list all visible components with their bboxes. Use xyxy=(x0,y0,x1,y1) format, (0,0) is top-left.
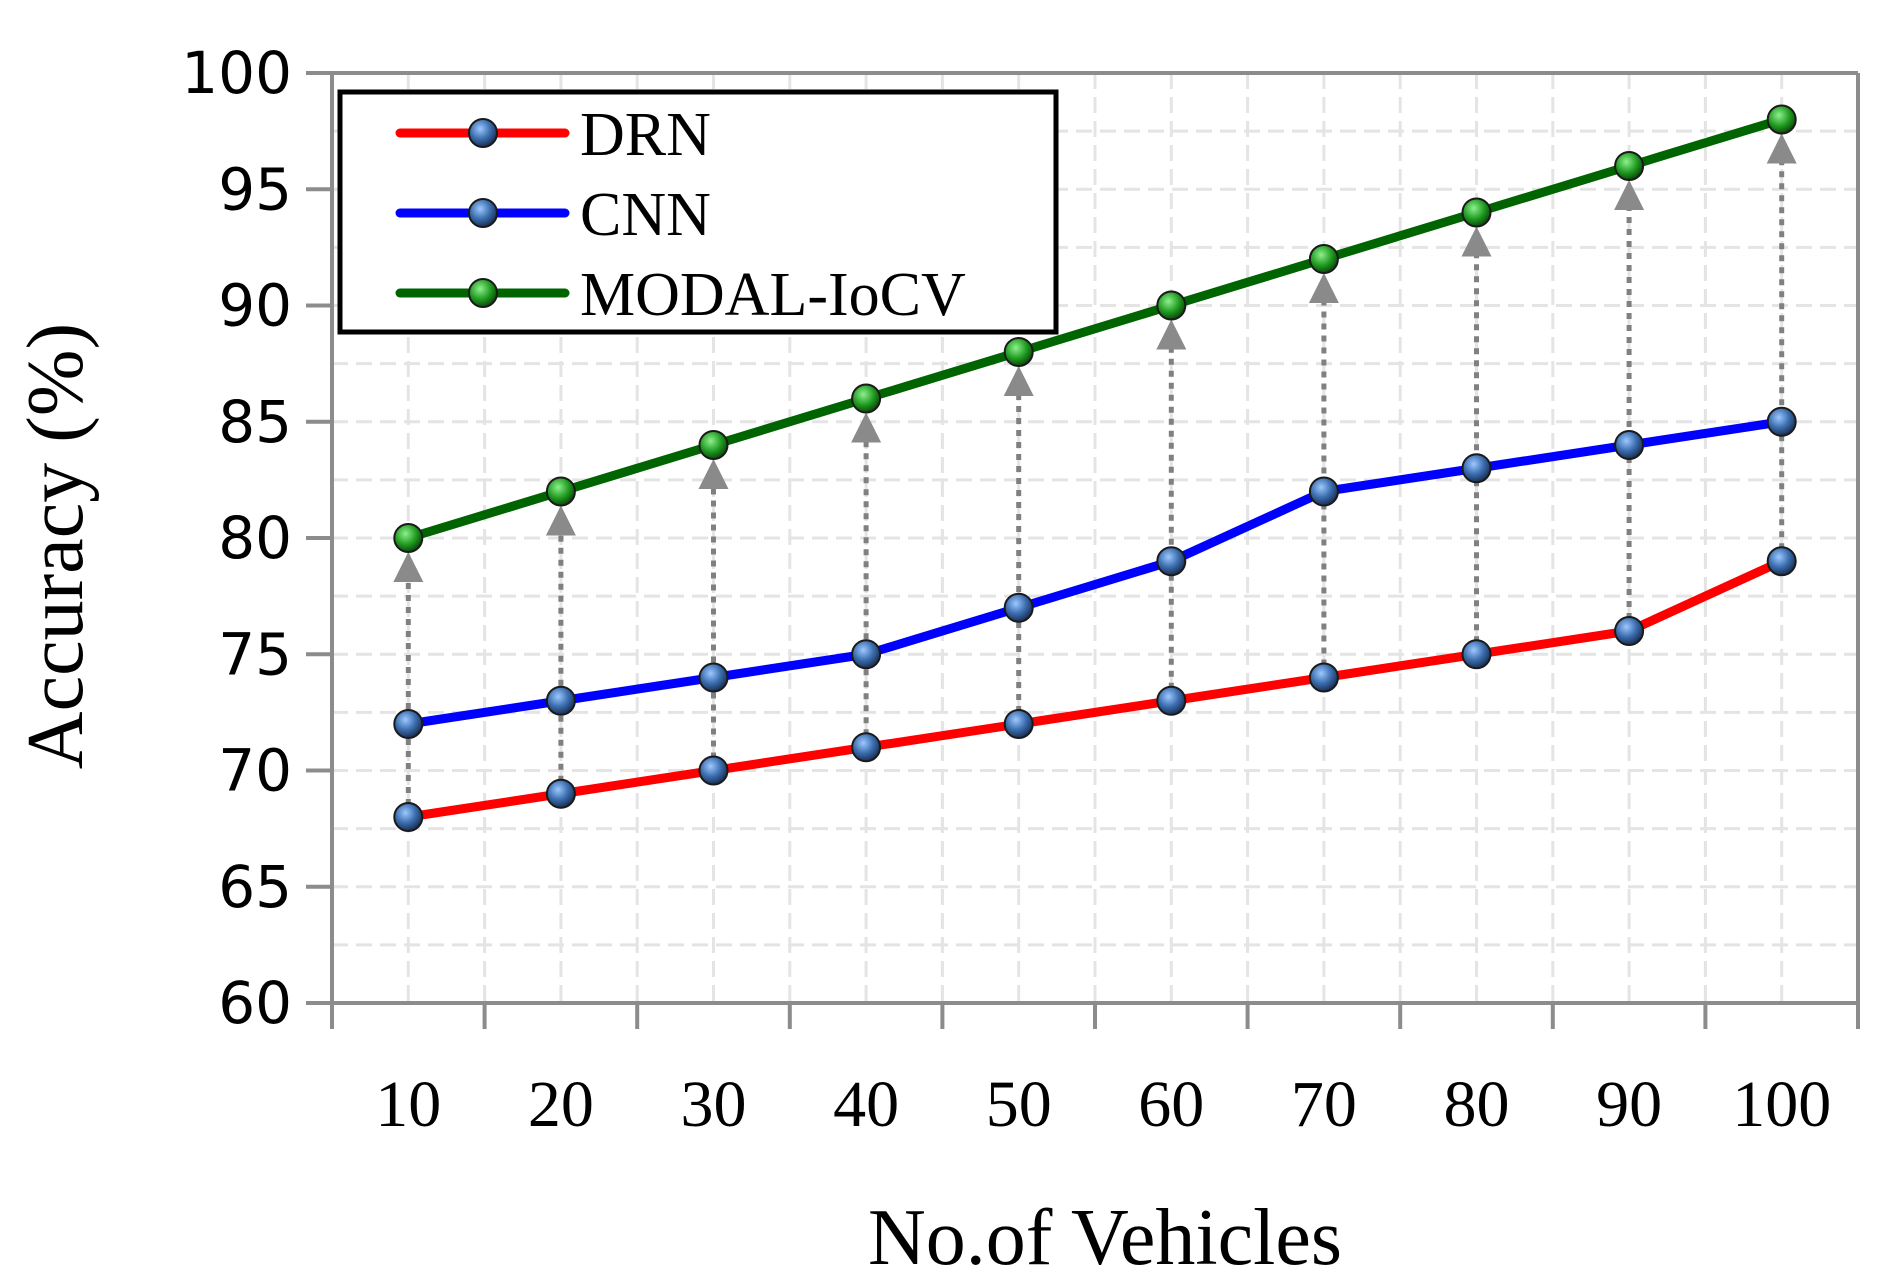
data-point-modal-iocv xyxy=(1156,290,1187,321)
x-tick-label: 20 xyxy=(528,1068,594,1141)
y-tick-label: 90 xyxy=(218,272,292,340)
data-point-cnn xyxy=(1614,430,1645,460)
legend: DRN CNN MODAL-IoCV xyxy=(337,89,1059,335)
comparison-arrow-head xyxy=(1614,180,1645,210)
data-point-drn xyxy=(545,778,576,809)
y-tick-label: 65 xyxy=(218,853,292,921)
data-point-modal-iocv xyxy=(1308,244,1339,274)
data-point-cnn xyxy=(698,662,729,693)
y-tick-label: 80 xyxy=(218,504,292,572)
x-tick-label: 10 xyxy=(375,1068,441,1141)
comparison-arrow-head xyxy=(1766,133,1797,164)
series-line-modal-iocv xyxy=(403,115,1787,543)
data-point-modal-iocv xyxy=(1003,337,1034,367)
series-line-cnn xyxy=(403,417,1787,729)
data-point-cnn xyxy=(1156,546,1187,577)
comparison-arrow-head xyxy=(698,459,729,489)
y-tick-label: 75 xyxy=(218,620,292,688)
series-markers xyxy=(393,104,1797,832)
legend-label: MODAL-IoCV xyxy=(580,261,966,329)
data-point-drn xyxy=(1614,616,1645,646)
comparison-arrow-head xyxy=(851,412,882,443)
x-tick-label: 30 xyxy=(681,1068,747,1141)
x-tick-label: 60 xyxy=(1138,1068,1204,1141)
legend-label: DRN xyxy=(580,101,711,169)
y-tick-label: 100 xyxy=(181,39,292,107)
data-point-modal-iocv xyxy=(545,476,576,507)
data-point-modal-iocv xyxy=(1461,197,1492,228)
legend-label: CNN xyxy=(580,181,711,249)
legend-swatch-marker xyxy=(468,198,498,228)
x-tick-label: 40 xyxy=(833,1068,899,1141)
x-tick-label: 90 xyxy=(1596,1068,1662,1141)
comparison-arrow-head xyxy=(393,552,424,582)
data-point-modal-iocv xyxy=(393,523,424,553)
data-point-cnn xyxy=(851,639,882,670)
comparison-arrow-head xyxy=(1003,366,1034,396)
axes xyxy=(306,71,1860,1029)
data-point-drn xyxy=(1766,546,1797,577)
data-point-drn xyxy=(1308,662,1339,693)
data-point-modal-iocv xyxy=(698,430,729,460)
series-line-drn xyxy=(403,556,1787,822)
data-point-cnn xyxy=(1308,476,1339,507)
y-tick-label: 85 xyxy=(218,388,292,456)
x-tick-labels: 10 20 30 40 50 60 70 80 90 100 xyxy=(375,1068,1831,1141)
y-tick-label: 60 xyxy=(218,969,292,1037)
comparison-arrow-head xyxy=(1461,226,1492,257)
y-tick-label: 70 xyxy=(218,737,292,805)
data-point-drn xyxy=(1461,639,1492,670)
data-point-cnn xyxy=(545,685,576,716)
y-tick-labels: 60 65 70 75 80 85 90 95 100 xyxy=(181,39,292,1037)
comparison-arrow-head xyxy=(545,505,576,536)
data-point-modal-iocv xyxy=(851,383,882,414)
x-tick-label: 80 xyxy=(1444,1068,1510,1141)
x-tick-label: 100 xyxy=(1732,1068,1831,1141)
x-tick-label: 50 xyxy=(986,1068,1052,1141)
data-point-modal-iocv xyxy=(1766,104,1797,135)
data-point-drn xyxy=(393,802,424,832)
series-lines xyxy=(403,115,1787,822)
data-point-cnn xyxy=(1003,592,1034,623)
data-point-drn xyxy=(1003,709,1034,739)
y-tick-label: 95 xyxy=(218,155,292,223)
data-point-cnn xyxy=(393,709,424,739)
legend-swatch-marker xyxy=(468,278,498,308)
data-point-modal-iocv xyxy=(1614,151,1645,181)
data-point-drn xyxy=(698,755,729,786)
y-axis-title: Accuracy (%) xyxy=(12,323,100,769)
data-point-drn xyxy=(1156,685,1187,716)
x-tick-label: 70 xyxy=(1291,1068,1357,1141)
comparison-arrow-head xyxy=(1156,319,1187,350)
data-point-drn xyxy=(851,732,882,763)
comparison-arrow-head xyxy=(1308,273,1339,303)
data-point-cnn xyxy=(1461,453,1492,484)
data-point-cnn xyxy=(1766,406,1797,437)
x-axis-title: No.of Vehicles xyxy=(868,1194,1342,1282)
comparison-arrows xyxy=(393,133,1797,817)
legend-swatch-marker xyxy=(468,118,498,148)
